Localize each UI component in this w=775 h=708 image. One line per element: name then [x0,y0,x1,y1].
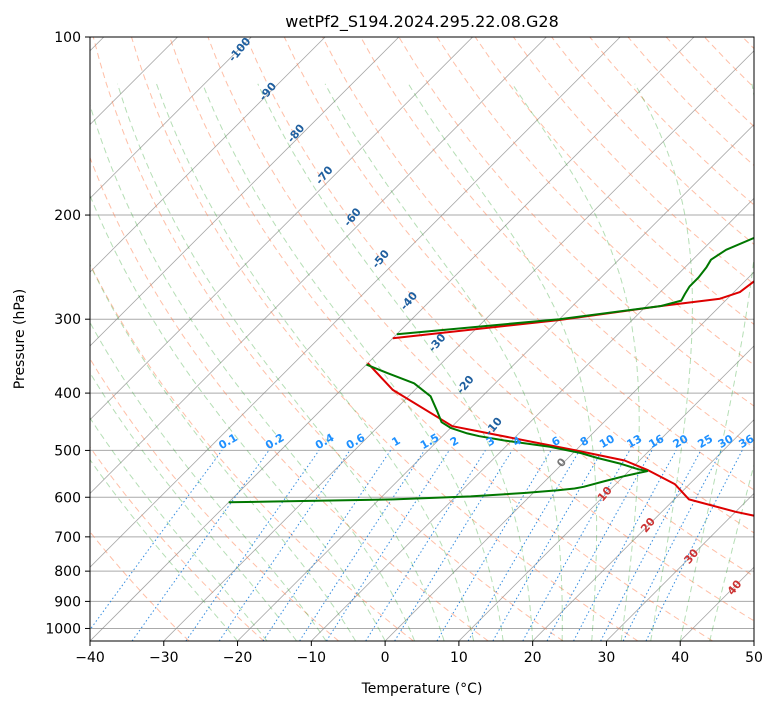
moist-adiabat-line [90,417,268,641]
moist-adiabat-line [407,83,598,641]
dry-adiabat-line [322,37,754,491]
x-tick-label: −10 [297,650,327,666]
mixing-ratio-label: 36 [736,432,756,451]
y-tick-label: 900 [54,594,81,610]
x-tick-label: −30 [149,650,179,666]
isotherm-line [90,37,621,568]
temperature-profile [367,362,754,517]
isotherm-line [384,271,754,641]
isotherm-line [90,37,252,199]
dry-adiabat-line [398,37,754,407]
y-axis-label: Pressure (hPa) [12,289,28,389]
plot-frame [89,36,755,642]
isotherm-line [237,123,754,641]
moist-adiabat-line [202,83,504,641]
temperature-profile [392,280,754,340]
dry-adiabat-line [90,357,339,641]
moist-adiabat-line [709,462,754,641]
y-tick-label: 400 [54,386,81,402]
dry-adiabat-line [245,37,754,578]
chart-title: wetPf2_S194.2024.295.22.08.G28 [285,12,559,32]
moist-adiabat-line [90,321,327,641]
mixing-ratio-line [522,450,631,641]
moist-adiabat-line [90,194,386,641]
isotherm-line [458,345,754,641]
y-tick-label: 100 [54,30,81,46]
isotherm-line [90,37,695,641]
y-tick-label: 300 [54,312,81,328]
moist-adiabat-line [634,83,693,641]
isotherm-gridlines [90,37,754,641]
mixing-ratio-line [394,450,513,641]
mixing-ratio-lines [90,450,743,641]
mixing-ratio-line [622,450,722,641]
x-tick-label: 30 [598,650,616,666]
moist-adiabat-line [90,458,238,641]
x-tick-label: 40 [671,650,689,666]
isotherm-line [606,492,754,641]
moist-adiabat-line [90,371,297,641]
plot-area: -100-90-80-70-60-50-40-30-20-10010203040… [90,37,756,641]
mixing-ratio-line [546,450,653,641]
dry-adiabat-line [90,446,265,641]
moist-adiabat-line [257,83,534,641]
y-tick-label: 500 [54,443,81,459]
y-tick-label: 700 [54,530,81,546]
mixing-ratio-line [645,450,743,641]
isotherm-line [90,37,400,347]
x-axis-label: Temperature (°C) [361,681,483,697]
moist-adiabat-line [90,103,416,641]
y-axis-ticks: 100 200 300 400 500 600 700 800 900 1000 [45,30,90,637]
dewpoint-profile [228,363,649,504]
isotherm-line [532,419,754,641]
dry-adiabat-line [131,37,639,641]
moist-adiabat-line [156,83,475,641]
x-tick-label: 10 [450,650,468,666]
mixing-ratio-line [218,450,351,641]
dry-adiabat-line [283,37,754,534]
sounding-profiles [228,236,754,517]
y-tick-label: 800 [54,564,81,580]
dry-adiabat-lines [90,37,754,641]
mixing-ratio-line [325,450,450,641]
mixing-ratio-line [90,450,223,631]
mixing-ratio-line [185,450,320,641]
isotherm-line [90,37,326,273]
mixing-ratio-line [573,450,677,641]
isotherm-line [90,37,547,495]
dry-adiabat-line [512,37,754,285]
dewpoint-profile [396,236,754,336]
y-tick-label: 200 [54,208,81,224]
isobar-gridlines [90,37,754,629]
dry-adiabat-line [169,37,713,641]
moist-adiabat-line [117,83,445,641]
x-tick-label: −20 [223,650,253,666]
x-tick-label: −40 [75,650,105,666]
isotherm-line [90,37,473,421]
x-tick-label: 0 [381,650,390,666]
mixing-ratio-line [262,450,392,641]
x-tick-label: 50 [745,650,763,666]
dry-adiabat-line [92,37,564,641]
mixing-ratio-line [299,450,425,641]
moist-adiabat-line [679,83,754,641]
x-tick-label: 20 [524,650,542,666]
isotherm-line [163,50,754,641]
moist-adiabat-line [511,83,640,641]
x-axis-ticks: −40 −30 −20 −10 0 10 20 30 40 50 [75,641,763,666]
dry-adiabat-line [90,262,414,641]
dry-adiabat-line [436,37,754,366]
dry-adiabat-line [474,37,754,325]
moist-adiabat-line [90,263,357,641]
dry-adiabat-line [207,37,754,622]
moist-adiabat-lines [90,83,754,641]
y-tick-label: 600 [54,490,81,506]
y-tick-label: 1000 [45,621,81,637]
mixing-ratio-line [131,450,270,641]
